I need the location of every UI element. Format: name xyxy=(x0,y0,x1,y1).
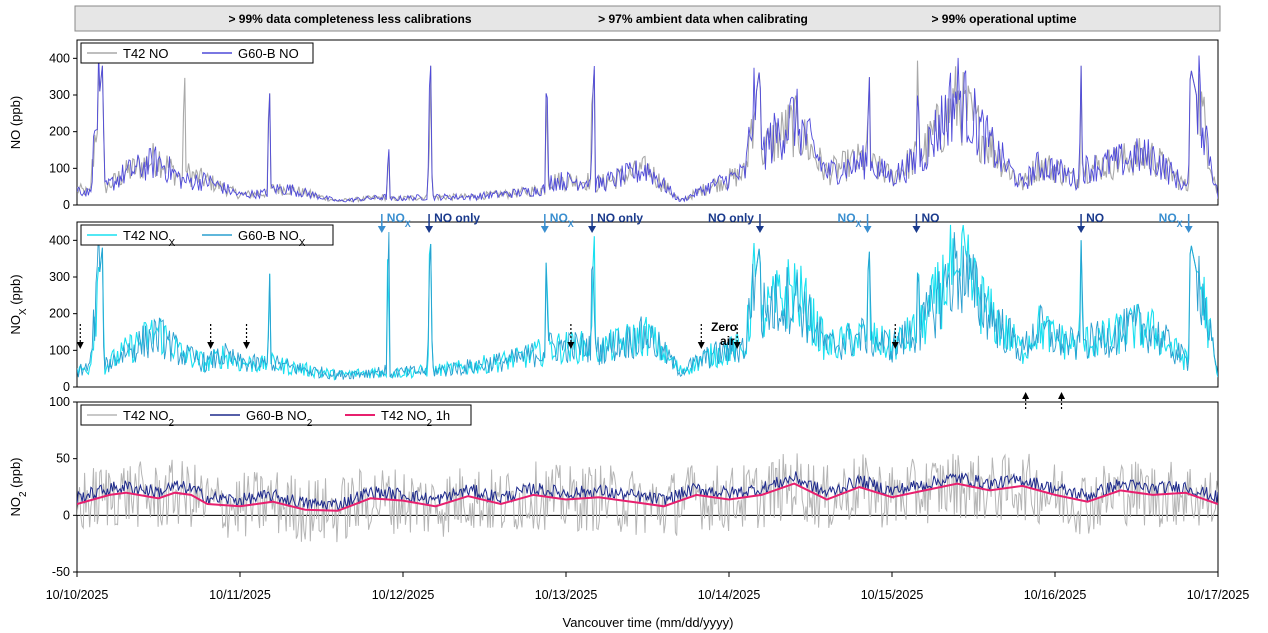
annotation-arrow-head xyxy=(912,226,921,233)
y-axis-title-subscript: 2 xyxy=(18,491,29,497)
annotation-label: NOX xyxy=(550,211,574,229)
y-axis-title-subscript: X xyxy=(18,308,29,315)
legend: T42 NOX G60-B NOX xyxy=(80,224,334,249)
x-tick-label: 10/17/2025 xyxy=(1187,588,1250,602)
zero-air-arrow-head xyxy=(733,342,741,349)
banner: > 99% data completeness less calibration… xyxy=(74,5,1221,32)
y-tick-label: 400 xyxy=(49,233,70,247)
annotation-arrow-head xyxy=(1077,226,1086,233)
y-tick-label: 300 xyxy=(49,88,70,102)
legend-label-subscript: 2 xyxy=(427,418,433,429)
annotation-label: NO only xyxy=(708,211,754,225)
legend-box xyxy=(80,404,472,426)
series-line-t42-no xyxy=(77,60,1218,203)
plot-frame xyxy=(76,221,1219,388)
zero-air-arrow-head xyxy=(207,342,215,349)
y-axis-title: NOX (ppb) xyxy=(8,274,29,334)
annotation-subscript: X xyxy=(568,219,574,229)
y-tick-label: 100 xyxy=(49,161,70,175)
x-tick-label: 10/15/2025 xyxy=(861,588,924,602)
plot-area xyxy=(77,453,1218,543)
legend: T42 NO2 G60-B NO2 T42 NO2 1h xyxy=(80,404,472,429)
y-axis-title: NO2 (ppb) xyxy=(8,457,29,516)
annotation-label: NOX xyxy=(387,211,411,229)
annotation-arrow-head xyxy=(540,226,549,233)
x-tick-label: 10/12/2025 xyxy=(372,588,435,602)
zero-air-label: Zero xyxy=(711,320,737,334)
plot-area xyxy=(77,50,1218,203)
legend-label-subscript: 2 xyxy=(169,418,175,429)
zero-air-arrow-head xyxy=(567,342,575,349)
banner-item-uptime: > 99% operational uptime xyxy=(931,12,1076,26)
zero-air-arrow-head xyxy=(76,342,84,349)
plot-area xyxy=(77,224,1218,381)
series-line-t42-no2 xyxy=(77,453,1218,543)
annotation-arrow-head xyxy=(755,226,764,233)
banner-item-completeness: > 99% data completeness less calibration… xyxy=(228,12,471,26)
panel-no: 0 100 200 300 400 NO (ppb) T42 NO G60-B NO xyxy=(8,39,1219,212)
legend-label: G60-B NO xyxy=(238,46,299,61)
y-tick-label: -50 xyxy=(52,565,70,579)
x-tick-label: 10/14/2025 xyxy=(698,588,761,602)
y-tick-label: 100 xyxy=(49,343,70,357)
banner-box xyxy=(74,5,1221,32)
annotation-label: NOX xyxy=(1159,211,1183,229)
plot-frame xyxy=(76,39,1219,206)
annotation-label: NO xyxy=(921,211,939,225)
annotation-label: NO only xyxy=(597,211,643,225)
annotation-subscript: X xyxy=(1177,219,1183,229)
plot-frame xyxy=(76,401,1219,573)
zero-air-arrow-head xyxy=(891,342,899,349)
y-tick-label: 50 xyxy=(56,452,70,466)
annotation-subscript: X xyxy=(856,219,862,229)
banner-item-ambient: > 97% ambient data when calibrating xyxy=(598,12,808,26)
y-axis-title-unit: (ppb) xyxy=(8,274,23,308)
y-tick-label: 0 xyxy=(63,380,70,394)
y-axis-title: NO (ppb) xyxy=(8,96,23,149)
annotation-arrow-head xyxy=(377,226,386,233)
legend-label-suffix: 1h xyxy=(432,408,450,423)
y-tick-label: 200 xyxy=(49,307,70,321)
annotation-label: NO only xyxy=(434,211,480,225)
x-axis-title: Vancouver time (mm/dd/yyyy) xyxy=(563,615,734,630)
zero-air-arrow-head-up xyxy=(1022,392,1030,399)
annotation-arrow-head xyxy=(425,226,434,233)
x-tick-label: 10/11/2025 xyxy=(209,588,271,602)
series-line-g60b-no2 xyxy=(77,471,1218,512)
annotation-label: NOX xyxy=(838,211,862,229)
legend-label: T42 NO xyxy=(123,46,169,61)
annotation-arrow-head xyxy=(863,226,872,233)
annotation-label: NO xyxy=(1086,211,1104,225)
y-tick-label: 200 xyxy=(49,125,70,139)
y-tick-label: 0 xyxy=(63,508,70,522)
annotation-subscript: X xyxy=(405,219,411,229)
y-tick-label: 300 xyxy=(49,270,70,284)
legend-label-subscript: 2 xyxy=(307,418,313,429)
y-tick-label: 100 xyxy=(49,395,70,409)
y-tick-label: 400 xyxy=(49,51,70,65)
legend-label-subscript: X xyxy=(299,238,306,249)
annotation-arrow-head xyxy=(588,226,597,233)
series-line-t42-nox xyxy=(77,224,1218,381)
legend: T42 NO G60-B NO xyxy=(80,42,314,64)
x-axis: 10/10/2025 10/11/2025 10/12/2025 10/13/2025… xyxy=(46,572,1250,602)
series-line-g60-b-no xyxy=(77,50,1218,203)
zero-air-label-2: air xyxy=(720,334,735,348)
legend-box xyxy=(80,42,314,64)
panel-no2: -50 0 50 100 NO2 (ppb) T42 NO2 G60-B NO2 T42 NO… xyxy=(8,395,1219,579)
zero-air-arrow-head-up xyxy=(1058,392,1066,399)
legend-label-subscript: X xyxy=(169,238,176,249)
y-tick-label: 0 xyxy=(63,198,70,212)
x-tick-label: 10/16/2025 xyxy=(1024,588,1087,602)
zero-air-arrow-head xyxy=(697,342,705,349)
annotation-arrow-head xyxy=(1184,226,1193,233)
y-axis-title-unit: (ppb) xyxy=(8,457,23,491)
x-tick-label: 10/10/2025 xyxy=(46,588,109,602)
series-line-g60-b-nox xyxy=(77,229,1218,380)
series-line-t42-no2-1h xyxy=(77,482,1218,512)
x-tick-label: 10/13/2025 xyxy=(535,588,598,602)
zero-air-arrow-head xyxy=(243,342,251,349)
